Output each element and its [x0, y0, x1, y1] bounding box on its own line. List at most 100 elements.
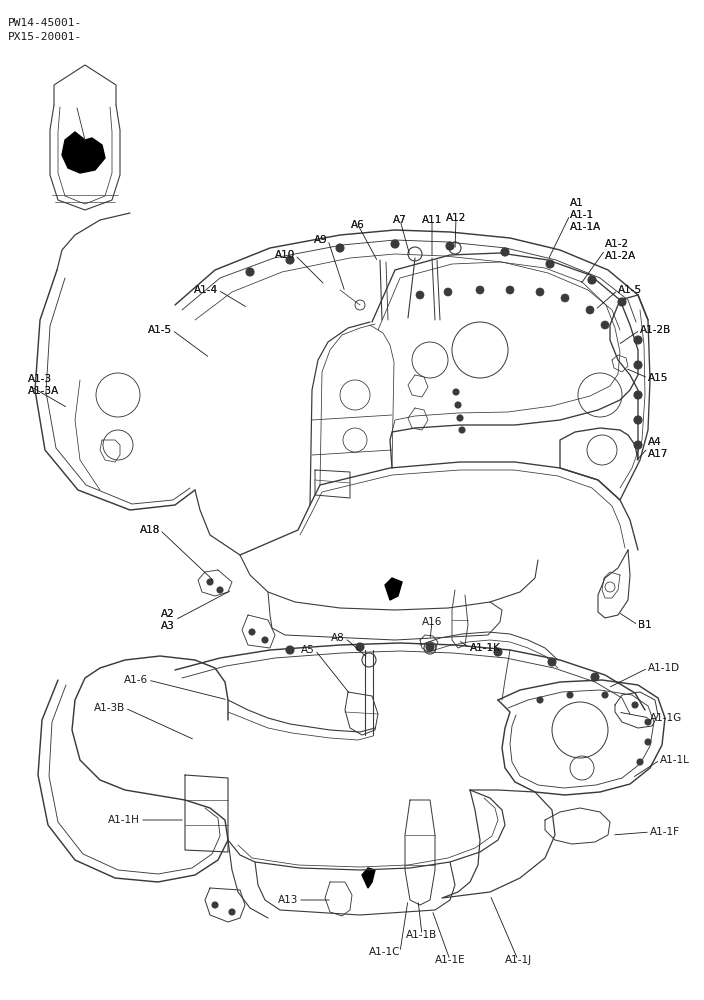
Circle shape: [546, 260, 554, 268]
Text: A7: A7: [393, 215, 407, 225]
Text: A1-2B: A1-2B: [640, 325, 671, 335]
Circle shape: [588, 276, 596, 284]
Text: A7: A7: [393, 215, 407, 225]
Text: A8: A8: [332, 633, 345, 643]
Text: A4
A17: A4 A17: [648, 437, 668, 459]
Text: A1
A1-1
A1-1A: A1 A1-1 A1-1A: [570, 198, 601, 232]
Circle shape: [632, 702, 638, 708]
Text: A1-4: A1-4: [194, 285, 218, 295]
Text: B1: B1: [638, 620, 652, 630]
Text: B1: B1: [638, 620, 652, 630]
Text: A1-1K: A1-1K: [470, 643, 501, 653]
Circle shape: [506, 286, 514, 294]
Text: A15: A15: [648, 373, 668, 383]
Text: A10: A10: [275, 250, 295, 260]
Text: A2
A3: A2 A3: [161, 609, 175, 631]
Circle shape: [634, 441, 642, 449]
Text: A1-6: A1-6: [124, 675, 148, 685]
Text: A1-3
A1-3A: A1-3 A1-3A: [28, 374, 59, 396]
Polygon shape: [362, 868, 375, 888]
Circle shape: [446, 242, 454, 250]
Text: A1-4: A1-4: [194, 285, 218, 295]
Circle shape: [207, 579, 213, 585]
Text: A1-1J: A1-1J: [505, 955, 532, 965]
Text: A5: A5: [301, 645, 315, 655]
Text: A1-2
A1-2A: A1-2 A1-2A: [605, 239, 636, 261]
Polygon shape: [385, 578, 402, 600]
Text: A16: A16: [422, 617, 442, 627]
Circle shape: [537, 697, 543, 703]
Text: A1-5: A1-5: [148, 325, 172, 335]
Circle shape: [212, 902, 218, 908]
Text: A1-1H: A1-1H: [108, 815, 140, 825]
Circle shape: [548, 658, 556, 666]
Text: A1-3
A1-3A: A1-3 A1-3A: [28, 374, 59, 396]
Text: A18: A18: [139, 525, 160, 535]
Text: A6: A6: [351, 220, 365, 230]
Circle shape: [601, 321, 609, 329]
Text: A1-1F: A1-1F: [650, 827, 680, 837]
Circle shape: [591, 673, 599, 681]
Circle shape: [336, 244, 344, 252]
Text: A1-5: A1-5: [618, 285, 642, 295]
Circle shape: [391, 240, 399, 248]
Text: PX15-20001-: PX15-20001-: [8, 32, 82, 42]
Text: A1-2B: A1-2B: [640, 325, 671, 335]
Text: A9: A9: [314, 235, 328, 245]
Circle shape: [217, 587, 223, 593]
Circle shape: [356, 643, 364, 651]
Text: A1-2
A1-2A: A1-2 A1-2A: [605, 239, 636, 261]
Circle shape: [645, 739, 651, 745]
Circle shape: [229, 909, 235, 915]
Circle shape: [634, 416, 642, 424]
Circle shape: [286, 646, 294, 654]
Text: A2
A3: A2 A3: [161, 609, 175, 631]
Polygon shape: [62, 132, 105, 173]
Circle shape: [536, 288, 544, 296]
Circle shape: [618, 298, 626, 306]
Circle shape: [602, 692, 608, 698]
Text: A1-1L: A1-1L: [660, 755, 690, 765]
Circle shape: [453, 389, 459, 395]
Circle shape: [634, 391, 642, 399]
Text: A15: A15: [648, 373, 668, 383]
Circle shape: [634, 336, 642, 344]
Text: A1-1B: A1-1B: [406, 930, 438, 940]
Text: A13: A13: [277, 895, 298, 905]
Circle shape: [494, 648, 502, 656]
Text: A12: A12: [446, 213, 466, 223]
Circle shape: [286, 256, 294, 264]
Text: A1-1G: A1-1G: [650, 713, 682, 723]
Text: A1-1C: A1-1C: [368, 947, 400, 957]
Text: A10: A10: [275, 250, 295, 260]
Circle shape: [262, 637, 268, 643]
Text: A9: A9: [314, 235, 328, 245]
Circle shape: [476, 286, 484, 294]
Text: A6: A6: [351, 220, 365, 230]
Circle shape: [459, 427, 465, 433]
Circle shape: [561, 294, 569, 302]
Text: A1-1E: A1-1E: [434, 955, 465, 965]
Circle shape: [455, 402, 461, 408]
Text: A1
A1-1
A1-1A: A1 A1-1 A1-1A: [570, 198, 601, 232]
Text: A11: A11: [422, 215, 442, 225]
Text: A1-5: A1-5: [618, 285, 642, 295]
Text: A1-1D: A1-1D: [648, 663, 680, 673]
Circle shape: [637, 759, 643, 765]
Circle shape: [249, 629, 255, 635]
Circle shape: [416, 291, 424, 299]
Circle shape: [634, 361, 642, 369]
Circle shape: [444, 288, 452, 296]
Text: A1-1K: A1-1K: [470, 643, 501, 653]
Circle shape: [567, 692, 573, 698]
Circle shape: [586, 306, 594, 314]
Text: A1-5: A1-5: [148, 325, 172, 335]
Circle shape: [246, 268, 254, 276]
Text: A1-3B: A1-3B: [94, 703, 125, 713]
Circle shape: [457, 415, 463, 421]
Text: A4
A17: A4 A17: [648, 437, 668, 459]
Text: PW14-45001-: PW14-45001-: [8, 18, 82, 28]
Circle shape: [501, 248, 509, 256]
Circle shape: [426, 643, 434, 651]
Text: A11: A11: [422, 215, 442, 225]
